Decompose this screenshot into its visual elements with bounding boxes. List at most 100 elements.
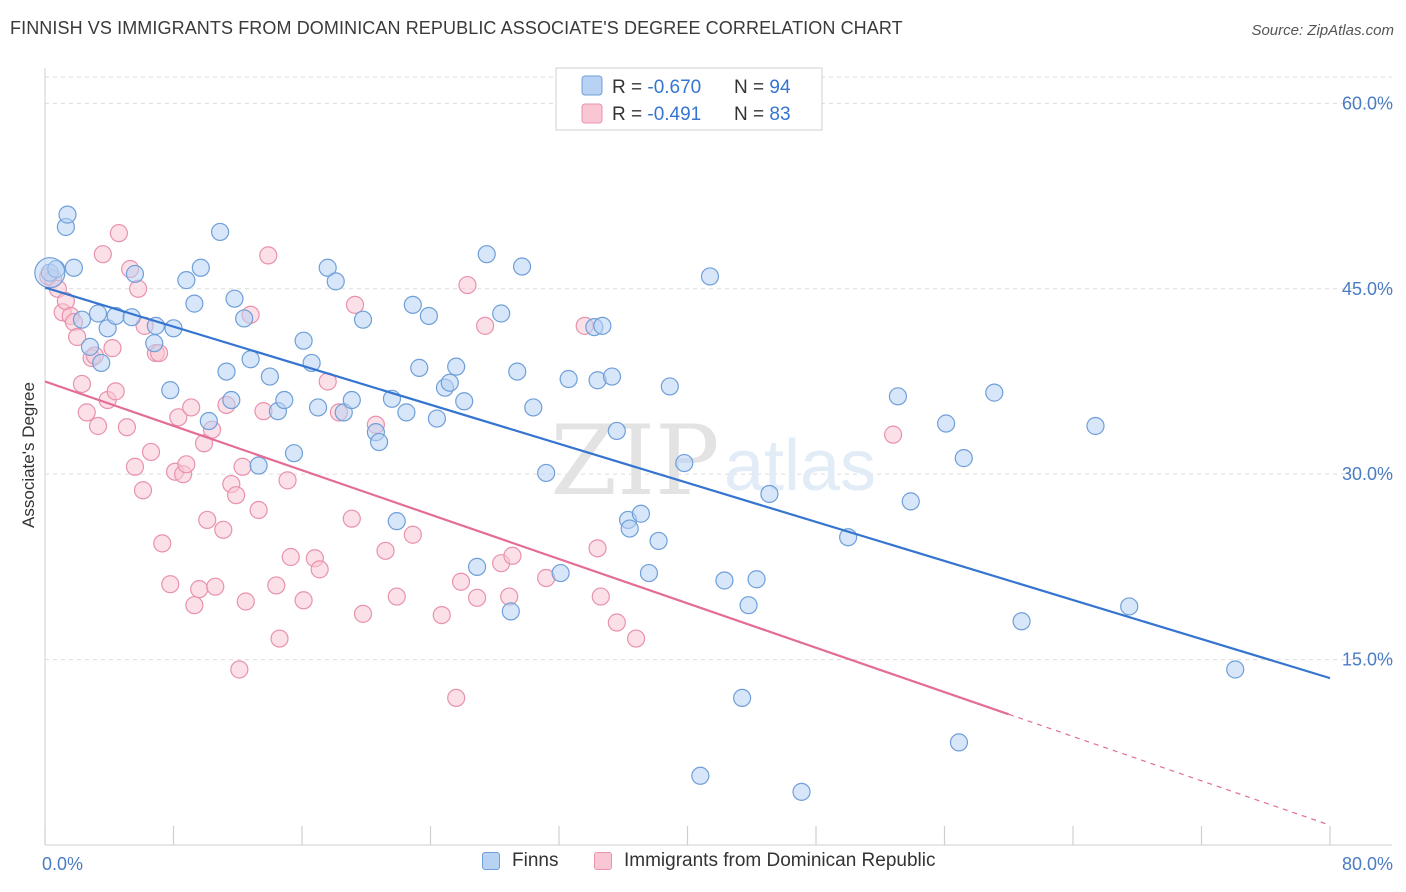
dominican-point — [88, 416, 108, 436]
finns-point — [559, 369, 578, 389]
finns-point — [92, 353, 111, 373]
finns-point — [318, 258, 337, 277]
finns-point — [387, 512, 406, 531]
legend-n-value: 83 — [769, 104, 790, 125]
series-finns-points — [34, 205, 1245, 801]
finns-point — [284, 444, 304, 463]
finns-point — [937, 414, 956, 433]
finns-point — [901, 492, 920, 511]
finns-point — [620, 519, 639, 538]
watermark-zip: ZIP — [550, 405, 719, 517]
finns-point — [342, 390, 361, 410]
dominican-point — [182, 398, 201, 417]
dominican-point — [249, 500, 268, 520]
finns-point — [949, 733, 969, 752]
dominican-point — [169, 408, 188, 427]
dominican-point — [230, 660, 249, 679]
finns-point — [602, 367, 622, 386]
legend-row-dominican: R = -0.491 N = 83 — [612, 104, 791, 125]
finns-point — [249, 456, 268, 475]
dominican-point — [109, 224, 128, 243]
finns-point — [477, 245, 496, 264]
x-tick-label: 80.0% — [1342, 854, 1393, 874]
finns-point — [537, 463, 556, 483]
y-tick-label: 45.0% — [1342, 279, 1393, 299]
grid-lines — [45, 76, 1392, 661]
y-tick-label: 30.0% — [1342, 464, 1393, 484]
legend-swatch-finns — [482, 852, 500, 870]
finns-point — [185, 294, 204, 313]
finns-point — [235, 309, 254, 328]
dominican-point — [141, 442, 161, 462]
dominican-point — [503, 546, 522, 565]
finns-point — [72, 310, 92, 329]
legend-swatch-finns — [581, 75, 603, 96]
finns-point — [691, 766, 710, 785]
legend-label-finns: Finns — [512, 850, 559, 871]
legend-item-dominican: Immigrants from Dominican Republic — [594, 850, 936, 872]
dominican-point — [206, 577, 225, 596]
legend-r-value: -0.670 — [647, 77, 701, 98]
finns-point — [145, 334, 164, 353]
dominican-point — [236, 592, 255, 611]
dominican-point — [185, 596, 204, 615]
finns-point — [700, 267, 720, 286]
finns-point — [1086, 416, 1105, 436]
finns-point — [58, 205, 77, 224]
finns-point — [260, 367, 279, 386]
finns-point — [308, 398, 328, 417]
finns-point — [80, 337, 100, 356]
finns-point — [64, 258, 84, 277]
y-axis-label: Associate's Degree — [19, 382, 38, 528]
y-tick-label: 60.0% — [1342, 93, 1393, 113]
legend-swatch-dominican — [581, 103, 603, 124]
dominican-point — [432, 605, 451, 625]
dominican-point — [310, 560, 329, 579]
finns-point — [760, 484, 779, 504]
legend-label-dominican: Immigrants from Dominican Republic — [624, 850, 936, 871]
finns-point — [467, 557, 487, 576]
dominican-point — [883, 425, 903, 444]
dominican-point — [376, 541, 395, 560]
legend-swatch-dominican — [594, 852, 612, 870]
trend-line-dominican-extrapolated — [1008, 713, 1331, 826]
finns-point — [191, 258, 210, 277]
legend-row-finns: R = -0.670 N = 94 — [612, 77, 791, 98]
finns-point — [222, 390, 241, 410]
dominican-point — [177, 455, 196, 474]
finns-point — [675, 453, 694, 473]
finns-point — [447, 357, 466, 376]
finns-point — [326, 272, 345, 291]
legend-r-label: R = — [612, 77, 647, 98]
finns-point — [512, 257, 532, 276]
finns-point — [217, 362, 236, 381]
dominican-point — [93, 245, 112, 264]
dominican-point — [476, 316, 495, 335]
legend-item-finns: Finns — [482, 850, 558, 872]
legend-n-value: 94 — [769, 77, 791, 98]
finns-point — [501, 602, 520, 621]
dominican-point — [153, 534, 172, 553]
source-label: Source: ZipAtlas.com — [1251, 22, 1394, 39]
finns-point-large — [34, 257, 66, 289]
dominican-point — [467, 588, 487, 607]
legend-n-label: N = — [734, 77, 769, 98]
finns-point — [888, 387, 908, 406]
finns-point — [1012, 612, 1031, 631]
finns-point — [660, 377, 679, 396]
finns-point — [985, 383, 1004, 402]
finns-point — [161, 381, 180, 400]
dominican-point — [68, 327, 87, 347]
dominican-point — [214, 520, 233, 539]
dominican-point — [387, 587, 406, 606]
watermark-atlas: atlas — [724, 426, 876, 506]
legend-r-label: R = — [612, 104, 647, 125]
finns-point — [455, 392, 474, 411]
finns-point — [1120, 597, 1139, 616]
dominican-point — [588, 539, 607, 558]
dominican-point — [281, 547, 300, 567]
finns-point — [739, 596, 758, 615]
finns-point — [88, 304, 108, 323]
finns-point — [747, 570, 766, 589]
